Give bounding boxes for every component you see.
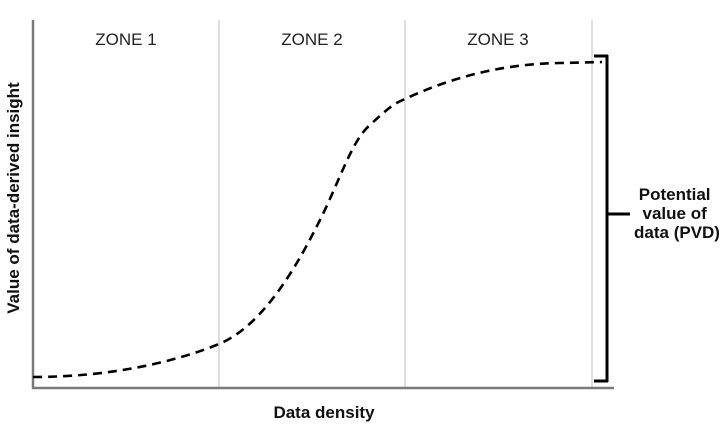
zone-label-3: ZONE 3 bbox=[467, 30, 528, 49]
x-axis-title: Data density bbox=[273, 403, 375, 422]
axes bbox=[31, 20, 614, 390]
pvd-label-line-2: value of bbox=[643, 204, 708, 223]
zone-label-1: ZONE 1 bbox=[95, 30, 156, 49]
pvd-label-line-3: data (PVD) bbox=[634, 223, 720, 242]
zone-label-2: ZONE 2 bbox=[281, 30, 342, 49]
pvd-label: Potential value of data (PVD) bbox=[634, 185, 720, 242]
pvd-bracket bbox=[594, 54, 630, 383]
zone-dividers bbox=[218, 20, 593, 388]
y-axis-title: Value of data-derived insight bbox=[4, 82, 23, 314]
insight-value-curve bbox=[32, 60, 603, 379]
pvd-label-line-1: Potential bbox=[639, 185, 711, 204]
